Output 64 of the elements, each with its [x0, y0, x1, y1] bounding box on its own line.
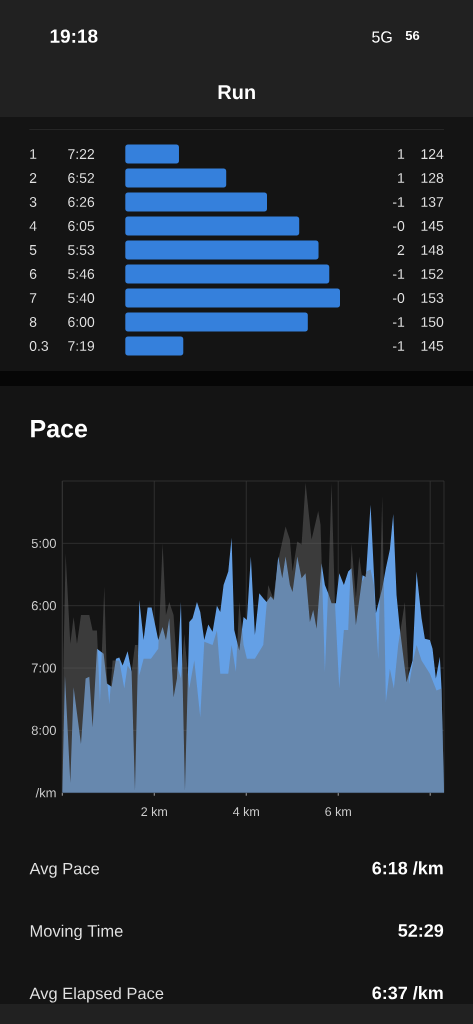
text: -1 — [392, 269, 405, 279]
y-tick-label: 0.3 — [29, 341, 49, 351]
text: 5:40 — [68, 293, 95, 303]
y-tick-label: 1 — [30, 149, 37, 159]
text: 5:53 — [68, 245, 95, 255]
x-tick-label: 6 km — [325, 806, 351, 817]
text: -0 — [392, 221, 405, 231]
text: 5:46 — [68, 269, 95, 279]
y-tick-label: 6:00 — [31, 601, 56, 611]
text: 145 — [421, 341, 444, 351]
y-tick-label: 7 — [29, 293, 37, 303]
text: Avg Pace — [29, 862, 100, 878]
text: -1 — [392, 341, 405, 351]
y-tick-label: 8 — [29, 317, 37, 327]
text: 7:22 — [68, 149, 95, 159]
bar — [125, 216, 300, 236]
text: 152 — [421, 269, 444, 279]
bar — [125, 144, 179, 164]
text: 150 — [421, 317, 444, 327]
text: Avg Elapsed Pace — [29, 987, 164, 1003]
text: 19:18 — [50, 29, 98, 43]
text: 2 — [397, 245, 405, 255]
bar — [125, 288, 340, 308]
bar — [125, 240, 319, 260]
text: -1 — [392, 317, 405, 327]
y-tick-label: 8:00 — [31, 725, 56, 735]
text: 128 — [421, 173, 444, 183]
text: 6:05 — [68, 221, 95, 231]
y-tick-label: 2 — [29, 173, 37, 183]
bar — [125, 264, 330, 284]
bar — [125, 312, 308, 332]
y-tick-label: 5:00 — [31, 538, 56, 548]
text: 124 — [421, 149, 444, 159]
text: 145 — [421, 221, 444, 231]
text: 148 — [421, 245, 444, 255]
text: 6:52 — [68, 173, 95, 183]
text: 6:37 /km — [372, 986, 443, 1000]
chart-title: Pace — [31, 420, 88, 438]
y-tick-label: 4 — [29, 221, 37, 231]
text: 7:19 — [68, 341, 95, 351]
text: Run — [218, 85, 255, 100]
text: 1 — [398, 173, 405, 183]
text: 6:26 — [68, 197, 95, 207]
x-tick-label: 4 km — [232, 806, 259, 816]
y-tick-label: 7:00 — [31, 663, 56, 673]
y-tick-label: 5 — [29, 245, 37, 255]
text: 1 — [398, 149, 405, 159]
bar — [125, 336, 184, 356]
y-tick-label: 3 — [29, 197, 37, 207]
text: -1 — [392, 197, 405, 207]
bar — [125, 192, 267, 212]
text: Moving Time — [30, 924, 123, 941]
y-axis-title: /km — [35, 787, 56, 798]
text: -0 — [392, 293, 405, 303]
text: 6:00 — [68, 317, 95, 327]
text: 52:29 — [398, 924, 444, 937]
y-tick-label: 6 — [29, 269, 37, 279]
text: 5G — [372, 31, 392, 43]
text: 137 — [421, 197, 444, 207]
text: 6:18 /km — [372, 861, 443, 875]
bar — [125, 168, 227, 188]
x-tick-label: 2 km — [141, 806, 167, 816]
text: 153 — [421, 293, 444, 303]
text: 56 — [405, 30, 420, 41]
